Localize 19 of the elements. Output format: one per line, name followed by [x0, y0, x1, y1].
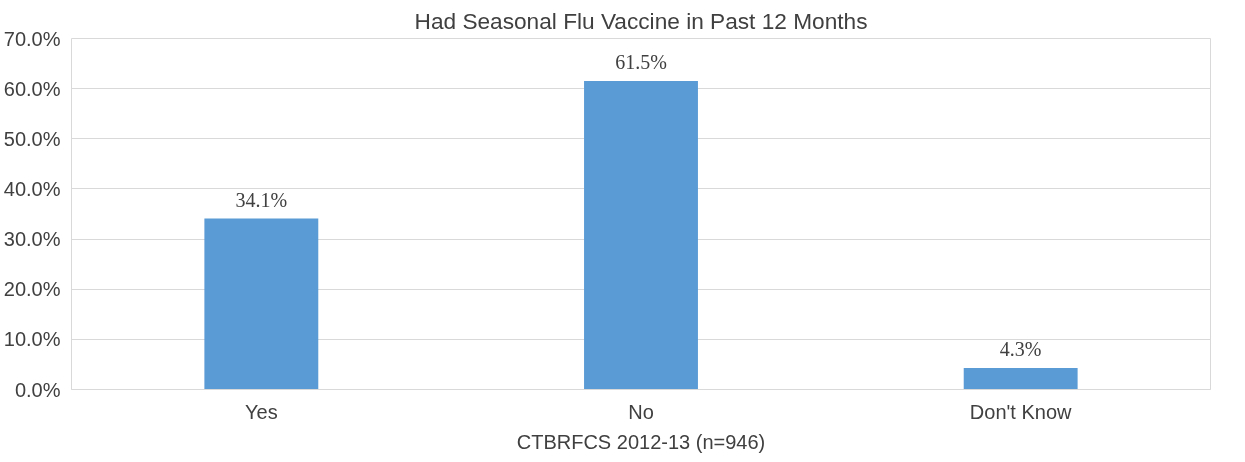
bar — [204, 218, 319, 390]
x-axis-title: CTBRFCS 2012-13 (n=946) — [516, 430, 766, 453]
y-tick-label: 30.0% — [3, 228, 61, 251]
y-tick-label: 70.0% — [3, 27, 61, 50]
data-label: 61.5% — [615, 51, 667, 74]
chart-title: Had Seasonal Flu Vaccine in Past 12 Months — [414, 7, 868, 34]
y-tick-label: 50.0% — [3, 127, 61, 150]
y-tick-label: 60.0% — [3, 77, 61, 100]
x-tick-label: Yes — [245, 400, 278, 423]
y-tick-label: 10.0% — [3, 328, 61, 351]
x-tick-label: No — [628, 400, 654, 423]
y-tick-label: 20.0% — [3, 278, 61, 301]
data-label: 4.3% — [999, 337, 1042, 360]
y-tick-label: 0.0% — [14, 378, 61, 401]
y-tick-label: 40.0% — [3, 177, 61, 200]
data-label: 34.1% — [235, 188, 288, 211]
bar — [584, 81, 698, 390]
x-tick-label: Don't Know — [969, 400, 1073, 423]
bar — [963, 367, 1078, 390]
